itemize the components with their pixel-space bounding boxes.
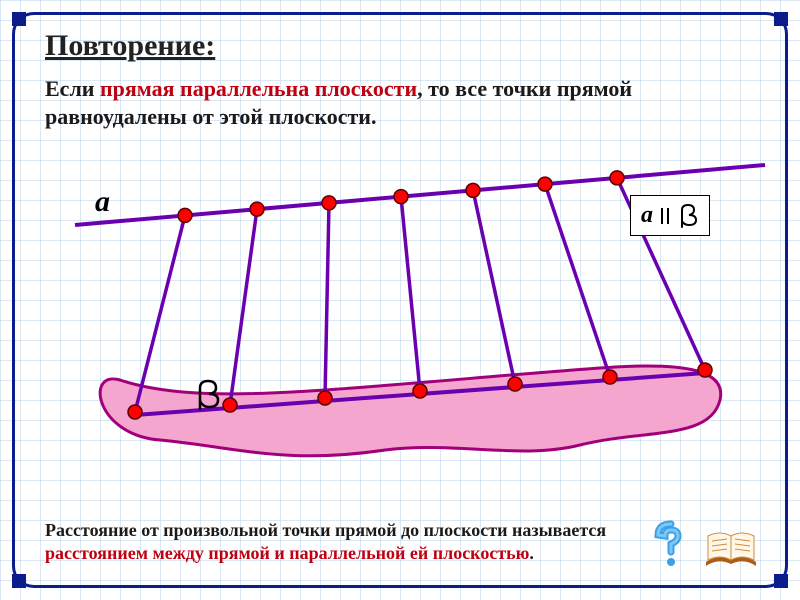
label-line-a: a [95, 185, 110, 219]
footer-icons [648, 520, 760, 570]
book-icon [702, 528, 760, 570]
relation-a: a [641, 202, 653, 229]
theorem-statement: Если прямая параллельна плоскости, то вс… [45, 75, 755, 131]
question-icon [648, 520, 694, 570]
relation-box: a [630, 195, 710, 236]
label-plane-beta [195, 379, 221, 416]
definition-text: Расстояние от произвольной точки прямой … [45, 519, 665, 565]
parallel-icon [657, 205, 673, 227]
stmt-prefix: Если [45, 76, 100, 101]
beta-icon [195, 379, 221, 411]
slide-title: Повторение: [45, 29, 215, 63]
diagram-svg [25, 135, 775, 465]
stmt-highlight: прямая параллельна плоскости [100, 76, 417, 101]
def-prefix: Расстояние от произвольной точки прямой … [45, 520, 606, 540]
beta-icon [677, 203, 699, 229]
def-suffix: . [529, 543, 534, 563]
def-highlight: расстоянием между прямой и параллельной … [45, 543, 529, 563]
diagram: a a [25, 135, 775, 465]
